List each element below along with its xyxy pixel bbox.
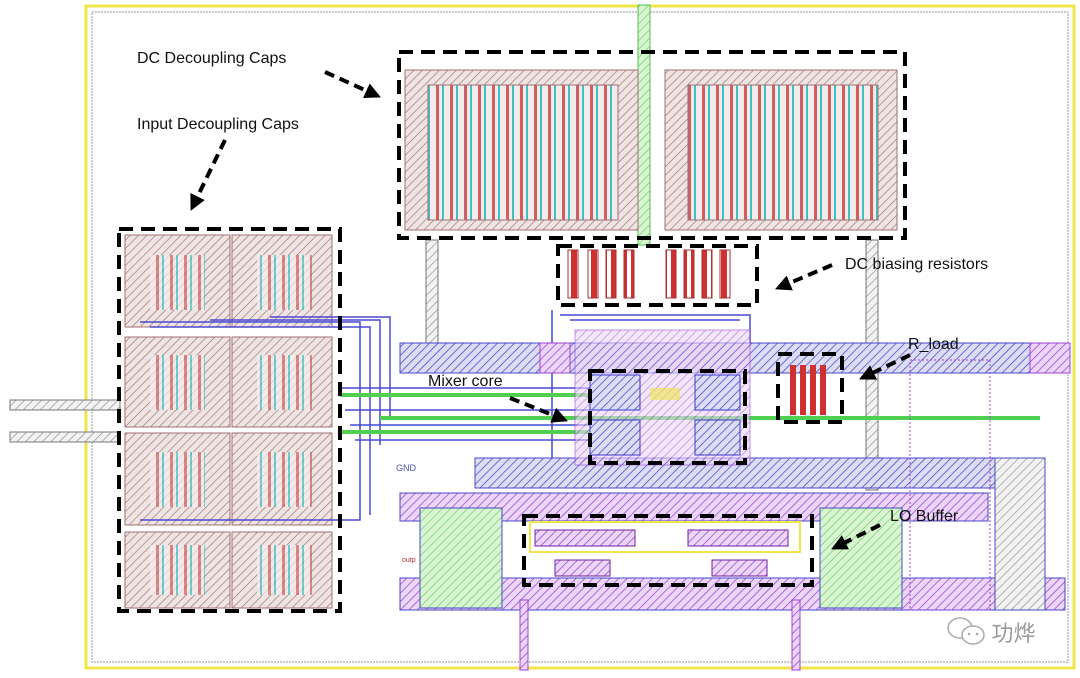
r-load-box [776, 352, 844, 424]
watermark: 功烨 [945, 615, 1035, 649]
input-decoupling-caps [124, 234, 333, 609]
wechat-icon [947, 617, 985, 645]
pin-label-gnd: GND [396, 463, 416, 473]
annotation-arrows [190, 70, 911, 550]
label-input-decoupling-caps: Input Decoupling Caps [137, 116, 299, 133]
label-lo-buffer: LO Buffer [890, 508, 959, 525]
watermark-text: 功烨 [991, 622, 1036, 647]
label-r-load: R_load [908, 336, 959, 353]
bias-res-box [556, 244, 759, 307]
lo-buffer [529, 521, 801, 577]
input-line-n [9, 431, 121, 443]
input-caps-box [117, 227, 342, 613]
green-metal-feed [637, 4, 651, 246]
chip-boundary [84, 4, 1076, 670]
dc-decoupling-caps [404, 69, 898, 231]
pin-label-outp: outp [402, 557, 416, 564]
lo-buffer-right-block [819, 507, 903, 609]
mixer-core [574, 329, 751, 466]
mixer-core-box [588, 369, 747, 465]
dc-biasing-resistors [567, 249, 731, 299]
label-dc-biasing-resistors: DC biasing resistors [845, 256, 989, 273]
routing-wires [140, 310, 751, 521]
metal-bar-4 [399, 577, 1066, 611]
r-load-resistors [790, 365, 826, 415]
dc-caps-box [397, 50, 907, 240]
label-dc-decoupling-caps: DC Decoupling Caps [137, 50, 287, 67]
seal-ring [91, 11, 1069, 663]
label-mixer-core: Mixer core [428, 373, 503, 390]
gnd-bar [474, 457, 1046, 489]
input-line-p [9, 399, 121, 411]
lo-buffer-left-block [419, 507, 503, 609]
annotation-boxes [117, 50, 907, 613]
lo-buffer-box [522, 514, 814, 587]
right-column [994, 457, 1046, 611]
